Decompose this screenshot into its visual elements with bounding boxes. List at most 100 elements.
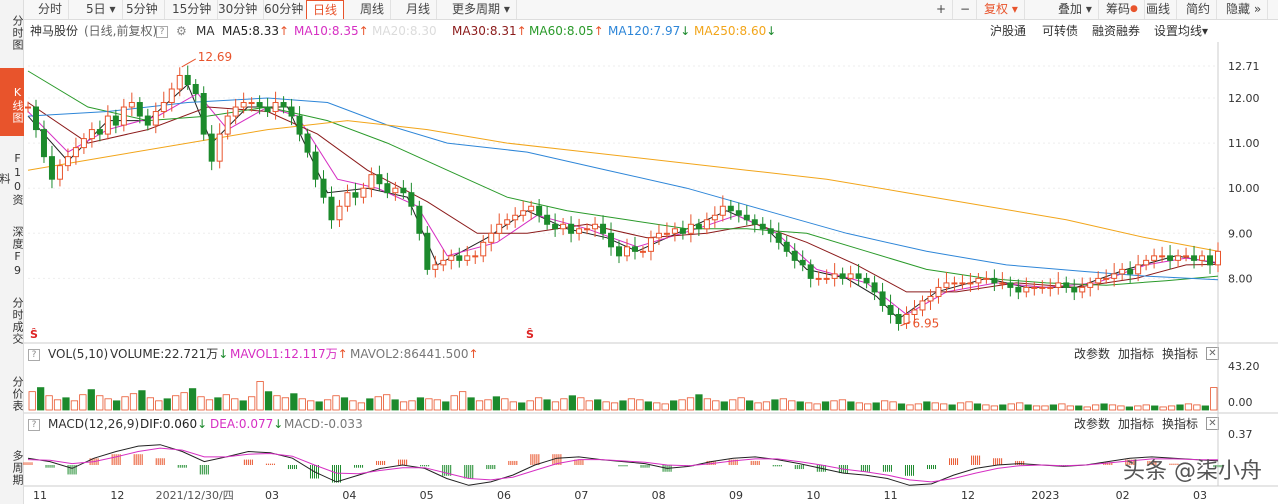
hide-button[interactable]: 隐藏 » [1220,0,1269,19]
help-icon[interactable]: ? [28,414,40,434]
link-margin[interactable]: 融资融券 [1092,24,1141,38]
nav-kline[interactable]: K线图 [0,68,24,136]
vol-add-indicator[interactable]: 加指标 [1118,347,1155,361]
volume-value: VOLUME:22.721万↓ [110,344,228,364]
x-tick-label: 11 [33,489,47,502]
volume-bar [830,400,838,411]
vol-switch-indicator[interactable]: 换指标 [1162,347,1199,361]
ma250-text: MA250:8.60 [694,24,767,38]
gear-icon[interactable]: ⚙ [176,24,187,38]
nav-multi-period[interactable]: 多周期 [11,450,24,486]
draw-line-button[interactable]: 画线 [1140,0,1178,19]
help-icon[interactable]: ? [28,344,40,364]
zoom-in-button[interactable]: + [930,0,954,19]
macd-name: MACD(12,26,9) [48,417,140,431]
toolbar: 分时 5日 ▾ 5分钟 15分钟 30分钟 60分钟 日线 周线 月线 更多周期… [24,0,1278,20]
macd-header: ? MACD(12,26,9) DIF:0.060↓ DEA:0.077↓ MA… [24,414,1222,434]
volume-bar [543,399,551,411]
candle-up [464,255,471,261]
volume-bar [1193,404,1201,411]
volume-bar [214,397,222,411]
volume-bar [264,391,273,411]
tab-30min[interactable]: 30分钟 [212,0,265,19]
volume-bar [940,403,948,411]
ma10-value: MA10:8.35↑ [294,20,369,42]
candle-up [951,282,958,285]
candle-up [360,187,367,198]
volume-bar [298,398,306,411]
left-nav: 分时图 K线图 F10资料 深度F9 分时成交 分价表 多周期 [0,0,24,504]
volume-bar [62,397,70,411]
volume-bar [1032,405,1041,411]
candle-up [1079,286,1086,293]
candle-up [719,205,726,216]
help-icon[interactable]: ? [156,20,168,42]
volume-bar [1016,402,1024,411]
volume-bar [53,399,62,411]
adjust-button[interactable]: 复权 ▾ [978,0,1025,19]
volume-bar [619,400,627,411]
max-pointer [181,58,196,68]
candle-up [1095,277,1102,284]
nav-tick[interactable]: 分时成交 [11,297,24,345]
link-ma-settings[interactable]: 设置均线▾ [1154,24,1209,38]
zoom-out-button[interactable]: − [954,0,978,19]
tab-monthly[interactable]: 月线 [400,0,438,19]
candle-down [200,93,207,135]
nav-f10[interactable]: F10资料 [0,152,24,206]
link-hk-connect[interactable]: 沪股通 [990,24,1027,38]
ma-info-line: 神马股份 (日线,前复权) ? ⚙ MA MA5:8.33↑ MA10:8.35… [24,20,1278,42]
vol-name: VOL(5,10) [48,347,109,361]
candle-up [128,102,135,108]
volume-bar [973,403,982,411]
tab-15min[interactable]: 15分钟 [166,0,219,19]
candle-up [911,309,918,315]
signal-marker-icon: Ŝ [30,328,38,341]
candle-down [767,228,774,234]
x-tick-label: 11 [884,489,898,502]
candle-down [743,214,750,221]
candle-up [975,277,982,284]
candle-up [815,277,822,280]
candle-down [568,223,575,234]
x-tick-label: 03 [1193,489,1207,502]
tab-more-periods[interactable]: 更多周期 ▾ [446,0,517,19]
x-tick-label: 04 [342,489,356,502]
candle-up [919,300,926,311]
chips-button[interactable]: 筹码● [1100,0,1145,19]
nav-price-table[interactable]: 分价表 [11,376,24,412]
macd-edit-params[interactable]: 改参数 [1074,417,1111,431]
candle-down [1063,282,1070,288]
nav-depth[interactable]: 深度F9 [11,226,24,278]
arrow-down-icon: ↓ [218,347,229,361]
volume-bar [1201,405,1209,411]
candle-down [304,133,311,153]
candle-down [871,282,878,293]
macd-add-indicator[interactable]: 加指标 [1118,417,1155,431]
nav-intraday[interactable]: 分时图 [11,15,24,51]
tab-5min[interactable]: 5分钟 [120,0,165,19]
volume-bar [923,401,931,411]
volume-bar [1024,404,1032,411]
candle-down [320,178,327,198]
volume-bar [745,400,754,411]
candle-up [639,250,646,253]
volume-bar [796,401,804,411]
tab-5day[interactable]: 5日 ▾ [80,0,123,19]
simple-button[interactable]: 简约 [1180,0,1218,19]
overlay-button[interactable]: 叠加 ▾ [1052,0,1099,19]
link-convertible[interactable]: 可转债 [1042,24,1079,38]
vol-edit-params[interactable]: 改参数 [1074,347,1111,361]
macd-switch-indicator[interactable]: 换指标 [1162,417,1199,431]
dea-line [27,447,1219,483]
arrow-up-icon: ↑ [278,24,290,38]
volume-bar [442,401,450,411]
tab-intraday[interactable]: 分时 [32,0,70,19]
candle-up [935,286,942,297]
candle-up [1119,268,1126,275]
candle-up [176,74,183,90]
tab-daily[interactable]: 日线 [306,0,345,19]
volume-bar [695,394,703,411]
tab-weekly[interactable]: 周线 [354,0,392,19]
